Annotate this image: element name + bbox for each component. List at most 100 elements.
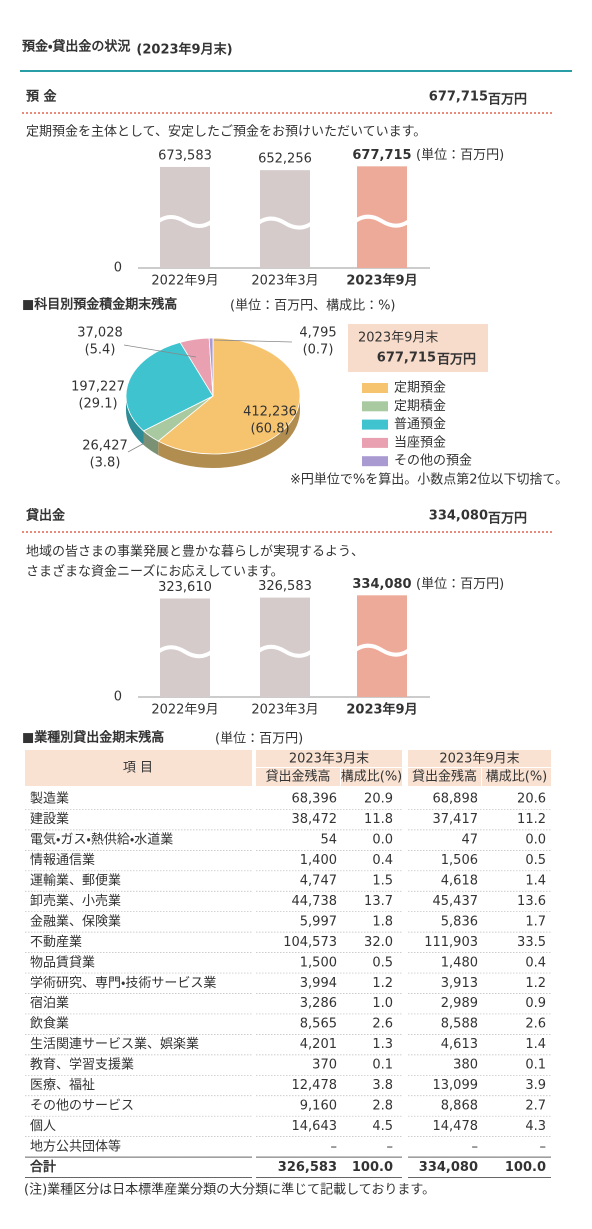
period-header: 2023年9月末: [439, 752, 519, 767]
table-cell: 380: [453, 1058, 478, 1073]
row-label: 物品賃貸業: [30, 954, 95, 970]
unit-note: (単位：百万円、構成比：%): [230, 298, 396, 314]
section-total-unit: 百万円: [488, 512, 527, 527]
pie-value-label: 412,236: [243, 405, 297, 420]
leader-line: [213, 339, 293, 343]
column-header: 貸出金残高: [265, 769, 330, 785]
column-header: 構成比(%): [486, 770, 548, 785]
pie-side: [158, 396, 300, 468]
table-cell: 45,437: [433, 894, 479, 909]
table-cell: 1.8: [372, 914, 393, 929]
unit-note: (単位：百万円): [416, 576, 504, 592]
table-cell: 334,080: [419, 1160, 478, 1175]
total-box-unit: 百万円: [437, 353, 476, 368]
table-cell: 1,480: [441, 955, 478, 970]
page-title: 預金・貸出金の状況: [22, 39, 130, 55]
table-cell: –: [472, 1139, 479, 1154]
pie-side: [126, 396, 144, 445]
table-cell: 20.6: [517, 792, 546, 807]
table-cell: 9,160: [300, 1098, 337, 1113]
table-cell: 1.5: [372, 874, 393, 889]
table-cell: 11.2: [517, 812, 546, 827]
pie-slice: [208, 337, 214, 397]
column-header: 貸出金残高: [412, 769, 477, 785]
section-total-unit: 百万円: [488, 93, 527, 108]
row-label: 建設業: [30, 811, 69, 827]
table-cell: 4.5: [372, 1119, 393, 1134]
legend-swatch: [362, 383, 388, 393]
section-heading: 預 金: [26, 89, 58, 105]
value-label: 326,583: [258, 579, 312, 594]
table-cell: 13,099: [433, 1078, 479, 1093]
table-cell: 1,506: [441, 853, 478, 868]
x-tick-label: 2022年9月: [151, 703, 218, 718]
pie-slice: [125, 341, 214, 432]
value-label: 652,256: [258, 152, 312, 167]
y-tick-label: 0: [114, 261, 122, 276]
axis-break: [256, 644, 314, 658]
table-cell: 4,618: [441, 874, 478, 889]
table-cell: 13.7: [364, 894, 393, 909]
table-cell: 68,396: [292, 792, 338, 807]
unit-note: (単位：百万円): [215, 731, 303, 747]
table-cell: 68,898: [433, 792, 479, 807]
table-cell: 3.9: [525, 1078, 546, 1093]
table-cell: 0.4: [372, 853, 393, 868]
pie-value-label: 197,227: [71, 380, 125, 395]
table-cell: 4,201: [300, 1037, 337, 1052]
page-title-note: (2023年9月末): [136, 42, 232, 58]
pie-side: [143, 430, 159, 456]
axis-break: [353, 214, 411, 228]
table-cell: 2.6: [525, 1017, 546, 1032]
table-cell: 14,478: [433, 1119, 479, 1134]
table-cell: 3,994: [300, 976, 337, 991]
table-cell: 2,989: [441, 996, 478, 1011]
value-label: 323,610: [158, 580, 212, 595]
table-cell: 37,417: [433, 812, 479, 827]
table-cell: 5,997: [300, 914, 337, 929]
description: 地域の皆さまの事業発展と豊かな暮らしが実現するよう、: [26, 544, 364, 560]
table-cell: 111,903: [424, 935, 478, 950]
column-header: 構成比(%): [341, 770, 403, 785]
table-cell: 1.2: [525, 976, 546, 991]
table-cell: 3.8: [372, 1078, 393, 1093]
row-label: その他のサービス: [30, 1098, 134, 1113]
section-total: 334,080: [429, 509, 488, 524]
table-cell: 8,868: [441, 1098, 478, 1113]
table-cell: –: [331, 1139, 338, 1154]
row-label: 医療、福祉: [30, 1078, 95, 1093]
pie-share-label: (60.8): [250, 422, 289, 437]
table-cell: 1,500: [300, 955, 337, 970]
table-cell: 1.3: [372, 1037, 393, 1052]
axis-break: [156, 214, 214, 228]
x-tick-label: 2023年9月: [346, 273, 417, 289]
table-cell: 38,472: [292, 812, 338, 827]
legend-label: 定期積金: [394, 399, 446, 414]
subsection-title: ■業種別貸出金期末残高: [22, 730, 164, 746]
pie-share-label: (0.7): [303, 343, 334, 358]
table-cell: –: [387, 1139, 394, 1154]
legend-swatch: [362, 437, 388, 448]
legend-label: 当座預金: [394, 435, 446, 450]
table-cell: 14,643: [292, 1119, 338, 1134]
pie-share-label: (29.1): [78, 397, 117, 412]
x-tick-label: 2023年9月: [346, 702, 417, 718]
row-label: 金融業、保険業: [30, 913, 121, 929]
description: 定期預金を主体として、安定したご預金をお預けいただいています。: [26, 124, 426, 140]
table-cell: 2.7: [525, 1098, 546, 1113]
legend-swatch: [362, 401, 388, 412]
total-box-value: 677,715: [377, 351, 436, 366]
table-cell: 0.1: [525, 1058, 546, 1073]
table-cell: 1.7: [525, 914, 546, 929]
value-label: 677,715: [352, 148, 411, 163]
header-cell: [341, 768, 402, 786]
header-cell: [482, 768, 551, 786]
table-cell: 0.5: [525, 853, 546, 868]
pie-value-label: 4,795: [299, 326, 336, 341]
column-header: 項 目: [123, 761, 153, 776]
table-cell: 33.5: [517, 935, 546, 950]
table-cell: 0.0: [525, 833, 546, 848]
row-label: 電気・ガス・熱供給・水道業: [30, 832, 173, 848]
footnote: (注)業種区分は日本標準産業分類の大分類に準じて記載しております。: [24, 1182, 435, 1198]
